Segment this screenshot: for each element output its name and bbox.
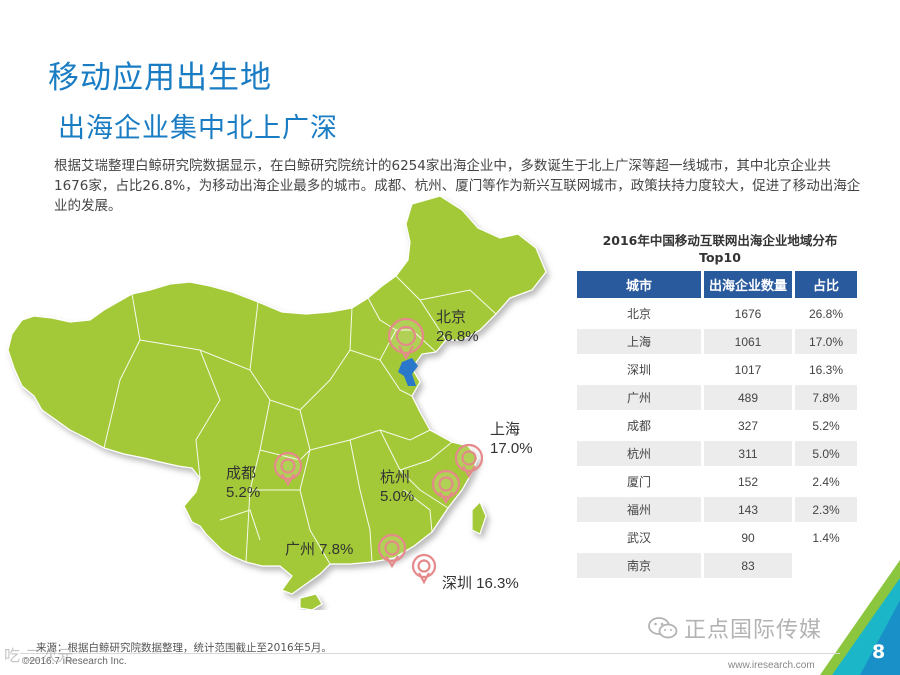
cell-count: 1017 [704, 357, 795, 382]
table-row: 厦门 152 2.4% [577, 469, 857, 494]
cell-city: 厦门 [577, 469, 704, 494]
cell-count: 1676 [704, 301, 795, 326]
cell-count: 1061 [704, 329, 795, 354]
cell-share: 1.4% [795, 525, 857, 550]
cell-city: 广州 [577, 385, 704, 410]
cell-city: 福州 [577, 497, 704, 522]
cell-city: 成都 [577, 413, 704, 438]
label-guangzhou: 广州 7.8% [285, 541, 354, 558]
copyright: ©2016.7 iResearch Inc. [22, 656, 127, 667]
cell-count: 327 [704, 413, 795, 438]
cell-share: 17.0% [795, 329, 857, 354]
marker-guangzhou [377, 533, 407, 569]
footer-divider [20, 653, 840, 654]
page-subtitle: 出海企业集中北上广深 [58, 113, 338, 144]
website-url: www.iresearch.com [728, 660, 815, 671]
marker-shanghai [454, 443, 484, 479]
watermark-left: 吃 二次元 [4, 646, 74, 665]
header-share: 占比 [795, 271, 857, 298]
table-row: 杭州 311 5.0% [577, 441, 857, 466]
cell-city: 深圳 [577, 357, 704, 382]
label-chengdu: 成都 5.2% [226, 465, 261, 501]
intro-paragraph: 根据艾瑞整理白鲸研究院数据显示，在白鲸研究院统计的6254家出海企业中，多数诞生… [54, 158, 861, 214]
page-number: 8 [872, 641, 886, 663]
table-row: 福州 143 2.3% [577, 497, 857, 522]
cell-share: 5.2% [795, 413, 857, 438]
wechat-icon [648, 617, 678, 639]
cell-count: 90 [704, 525, 795, 550]
cell-city: 北京 [577, 301, 704, 326]
page-title: 移动应用出生地 [48, 60, 272, 96]
city-distribution-table: 城市 出海企业数量 占比 北京 1676 26.8% 上海 1061 17.0% 深圳 1… [577, 268, 857, 581]
cell-count: 152 [704, 469, 795, 494]
marker-chengdu [273, 451, 303, 487]
table-title: 2016年中国移动互联网出海企业地域分布 Top10 [602, 233, 838, 265]
header-city: 城市 [577, 271, 704, 298]
watermark-text: 正点国际传媒 [684, 618, 823, 643]
table-header-row: 城市 出海企业数量 占比 [577, 271, 857, 298]
cell-share: 7.8% [795, 385, 857, 410]
cell-count: 489 [704, 385, 795, 410]
cell-share: 26.8% [795, 301, 857, 326]
table-row: 南京 83 [577, 553, 857, 578]
cell-share: 16.3% [795, 357, 857, 382]
cell-count: 83 [704, 553, 795, 578]
label-hangzhou: 杭州 5.0% [380, 469, 415, 505]
header-count: 出海企业数量 [704, 271, 795, 298]
cell-share: 2.4% [795, 469, 857, 494]
table-row: 北京 1676 26.8% [577, 301, 857, 326]
source-note: 来源：根据白鲸研究院数据整理，统计范围截止至2016年5月。 [36, 642, 332, 654]
cell-share: 2.3% [795, 497, 857, 522]
marker-beijing [387, 317, 425, 361]
table-row: 深圳 1017 16.3% [577, 357, 857, 382]
watermark: 正点国际传媒 [648, 612, 822, 644]
label-beijing: 北京 26.8% [436, 309, 479, 345]
cell-count: 143 [704, 497, 795, 522]
corner-decoration [820, 560, 900, 675]
cell-city: 上海 [577, 329, 704, 354]
cell-share [795, 553, 857, 578]
label-shanghai: 上海 17.0% [490, 421, 533, 457]
bohai-highlight [398, 358, 418, 386]
china-outline [7, 195, 547, 611]
location-markers [273, 317, 484, 585]
table-row: 上海 1061 17.0% [577, 329, 857, 354]
table-row: 成都 327 5.2% [577, 413, 857, 438]
china-map: 北京 26.8% 上海 17.0% 成都 5.2% 杭州 5.0% 广州 7.8% 深圳… [0, 190, 600, 611]
cell-city: 杭州 [577, 441, 704, 466]
marker-shenzhen [411, 553, 437, 585]
label-shenzhen: 深圳 16.3% [442, 575, 519, 592]
marker-hangzhou [431, 469, 461, 505]
table-row: 广州 489 7.8% [577, 385, 857, 410]
cell-city: 南京 [577, 553, 704, 578]
cell-share: 5.0% [795, 441, 857, 466]
table-row: 武汉 90 1.4% [577, 525, 857, 550]
cell-city: 武汉 [577, 525, 704, 550]
cell-count: 311 [704, 441, 795, 466]
